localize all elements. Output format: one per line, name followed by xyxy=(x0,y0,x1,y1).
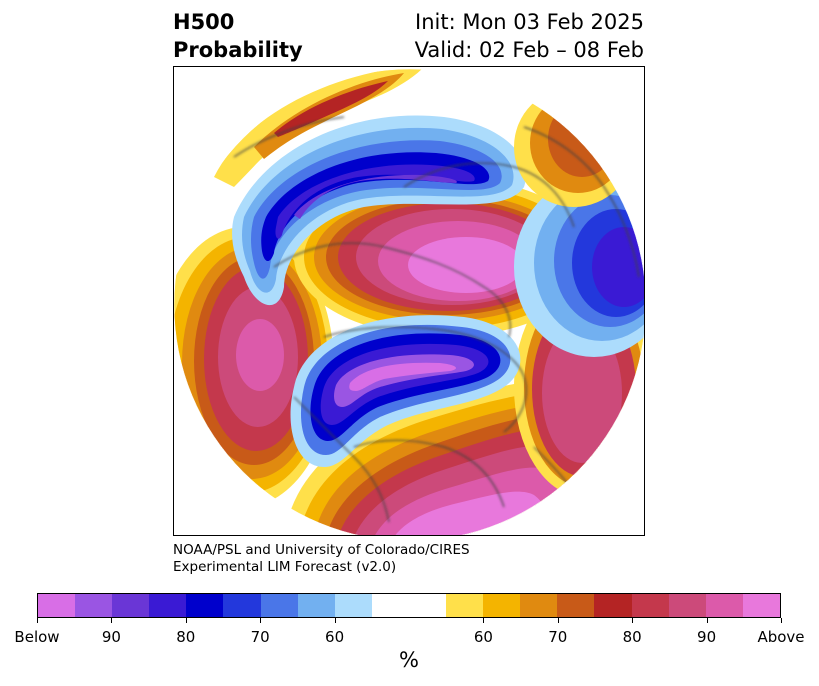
title-quantity: Probability xyxy=(173,38,303,62)
colorbar-tick-label: 90 xyxy=(101,628,121,646)
colorbar-segment xyxy=(334,594,372,617)
title-init-date: Init: Mon 03 Feb 2025 xyxy=(415,10,644,34)
colorbar-segment xyxy=(557,594,595,617)
colorbar-tick-mark xyxy=(37,618,38,623)
colorbar-tick-mark xyxy=(483,618,485,623)
colorbar-tick-mark xyxy=(557,618,559,623)
colorbar-tick-mark xyxy=(185,618,187,623)
title-variable: H500 xyxy=(173,10,235,34)
colorbar-segment xyxy=(594,594,632,617)
colorbar-segment xyxy=(260,594,298,617)
anomaly-scandinavia-warm xyxy=(514,87,634,207)
colorbar-tick-label: Below xyxy=(14,628,60,646)
credit-line-2: Experimental LIM Forecast (v2.0) xyxy=(173,559,397,575)
colorbar-segment xyxy=(112,594,150,617)
colorbar-tick-label: 60 xyxy=(325,628,345,646)
colorbar-tick-mark xyxy=(781,618,782,623)
anomaly-na-cold xyxy=(290,315,521,467)
map-panel xyxy=(173,66,645,536)
colorbar-segment xyxy=(149,594,187,617)
anomaly-siberia-warm xyxy=(214,69,424,187)
colorbar-tick-mark xyxy=(111,618,113,623)
colorbar-tick-label: 80 xyxy=(176,628,196,646)
colorbar-segment xyxy=(631,594,669,617)
anomaly-north-cold xyxy=(232,115,526,306)
colorbar-segment xyxy=(408,594,447,617)
colorbar-tick-label: 70 xyxy=(250,628,270,646)
credit-text: NOAA/PSL and University of Colorado/CIRE… xyxy=(173,542,470,576)
coastlines xyxy=(233,116,640,523)
colorbar-segment xyxy=(186,594,224,617)
colorbar-segment xyxy=(38,594,76,617)
colorbar-tick-label: 60 xyxy=(473,628,493,646)
forecast-field xyxy=(174,69,644,535)
colorbar-units: % xyxy=(399,648,419,672)
colorbar-segment xyxy=(446,594,484,617)
colorbar-segment xyxy=(297,594,335,617)
colorbar-tick-label: 70 xyxy=(548,628,568,646)
colorbar-tick-mark xyxy=(632,618,634,623)
colorbar-segment xyxy=(668,594,706,617)
colorbar-segment xyxy=(75,594,113,617)
title-valid-range: Valid: 02 Feb – 08 Feb xyxy=(414,38,644,62)
colorbar-segment xyxy=(483,594,521,617)
colorbar-segment xyxy=(371,594,409,617)
colorbar-tick-label: 80 xyxy=(622,628,642,646)
probability-map xyxy=(174,68,644,535)
colorbar-tick-label: 90 xyxy=(697,628,717,646)
colorbar-segment xyxy=(742,594,780,617)
colorbar-segment xyxy=(705,594,743,617)
colorbar xyxy=(37,593,781,618)
colorbar-tick-mark xyxy=(260,618,262,623)
colorbar-tick-label: Above xyxy=(757,628,805,646)
map-title-left: H500 Probability xyxy=(173,8,303,64)
credit-line-1: NOAA/PSL and University of Colorado/CIRE… xyxy=(173,542,470,558)
globe-outline xyxy=(174,68,644,535)
colorbar-tick-mark xyxy=(706,618,708,623)
colorbar-segment xyxy=(223,594,261,617)
map-title-right: Init: Mon 03 Feb 2025 Valid: 02 Feb – 08… xyxy=(415,8,644,64)
colorbar-tick-mark xyxy=(334,618,336,623)
colorbar-segment xyxy=(520,594,558,617)
